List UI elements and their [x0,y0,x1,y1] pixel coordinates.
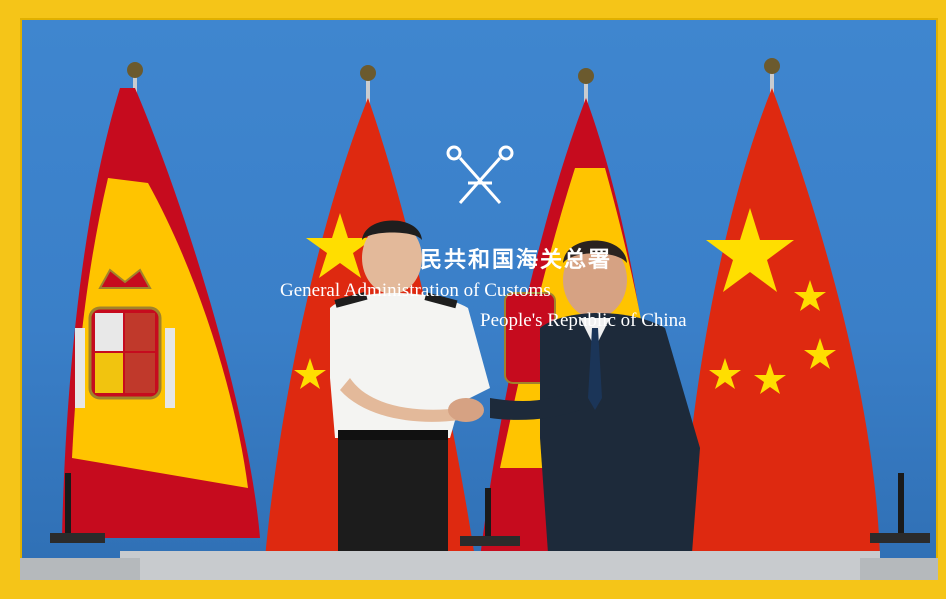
meeting-table [120,551,880,580]
pole-finials [127,58,780,84]
table-left [20,558,140,580]
customs-official [330,220,490,553]
wall-title-chinese: 民共和国海关总署 [420,248,613,273]
wall-title-english-1: General Administration of Customs [280,280,551,301]
table-right [860,558,938,580]
flag-poles [133,68,774,118]
microphones [50,473,930,546]
customs-emblem [446,145,514,204]
china-flag-right [680,88,880,558]
wall-title-english-2: People's Republic of China [480,310,687,331]
spain-flag-left [62,88,260,538]
suited-official [448,240,700,553]
photo-scene [20,58,938,580]
spain-coat-of-arms [75,268,175,408]
handshake-photo: 民共和国海关总署 General Administration of Custo… [20,18,938,580]
handshake [448,398,484,422]
